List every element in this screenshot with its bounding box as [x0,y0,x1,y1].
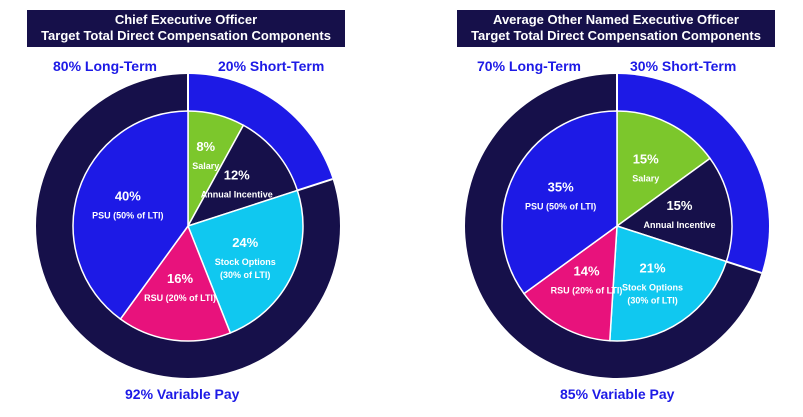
neo-chart-title: Average Other Named Executive Officer Ta… [457,10,775,47]
neo-slice-pct-psu: 35% [548,179,574,194]
ceo-ring-divider-1 [297,178,333,192]
neo-slice-label-psu: 35% PSU (50% of LTI) [525,179,596,211]
neo-slice-label-stock-options: 21% Stock Options (30% of LTI) [622,260,683,305]
ceo-slice-name-salary: Salary [192,161,219,171]
ceo-slice-annual-incentive [186,124,299,228]
neo-title-line1: Average Other Named Executive Officer [493,12,739,27]
neo-donut-chart: 15% Salary 15% Annual Incentive 21% Stock Opt… [465,74,769,378]
neo-slice-name-salary: Salary [632,174,659,184]
neo-slice-rsu [522,224,618,342]
ceo-slice-rsu [119,224,232,342]
neo-slice-label-rsu: 14% RSU (20% of LTI) [551,263,623,295]
neo-ring-divider-1 [726,260,762,274]
ceo-title-line1: Chief Executive Officer [114,12,258,27]
ceo-chart-title: Chief Executive Officer Target Total Dir… [27,10,345,47]
ceo-slice-name-annual-incentive: Annual Incentive [201,190,273,200]
neo-slice-pct-rsu: 14% [574,263,600,278]
neo-slice-name-stock-options-1: (30% of LTI) [627,295,677,305]
ceo-slice-pct-psu: 40% [115,188,141,203]
ceo-long-term-label: 80% Long-Term [53,58,157,74]
neo-long-term-label: 70% Long-Term [477,58,581,74]
neo-slice-name-psu: PSU (50% of LTI) [525,201,596,211]
ceo-slice-pct-salary: 8% [196,139,215,154]
neo-short-term-label: 30% Short-Term [630,58,737,74]
neo-variable-pay-label: 85% Variable Pay [560,386,675,402]
ceo-donut-chart: 8% Salary 12% Annual Incentive 24% Stock Opti… [36,74,341,378]
ceo-chart-panel: 8% Salary 12% Annual Incentive 24% Stock Opti… [0,0,390,417]
neo-slice-name-annual-incentive: Annual Incentive [643,220,715,230]
ceo-slice-name-psu: PSU (50% of LTI) [92,210,163,220]
neo-slice-annual-incentive [615,157,733,263]
ceo-slice-pct-stock-options: 24% [232,235,258,250]
ceo-slice-label-annual-incentive: 12% Annual Incentive [201,168,273,200]
neo-slice-name-rsu: RSU (20% of LTI) [551,285,623,295]
ceo-short-term-label: 20% Short-Term [218,58,325,74]
neo-title-line2: Target Total Direct Compensation Compone… [471,28,761,43]
ceo-slice-label-rsu: 16% RSU (20% of LTI) [144,271,216,303]
neo-slice-pct-stock-options: 21% [640,260,666,275]
neo-chart-panel: 15% Salary 15% Annual Incentive 21% Stock Opt… [415,0,803,417]
ceo-variable-pay-label: 92% Variable Pay [125,386,240,402]
neo-slice-label-salary: 15% Salary [632,152,659,184]
ceo-slice-label-psu: 40% PSU (50% of LTI) [92,188,163,220]
neo-slice-salary [616,110,712,228]
neo-slice-name-stock-options: Stock Options [622,282,683,292]
ceo-slice-pct-annual-incentive: 12% [224,168,250,183]
ceo-slice-name-stock-options: Stock Options [215,257,276,267]
ceo-slice-name-stock-options-1: (30% of LTI) [220,270,270,280]
ceo-slice-label-stock-options: 24% Stock Options (30% of LTI) [215,235,276,280]
ceo-slice-psu [72,110,189,321]
neo-slice-psu [501,110,618,295]
ceo-title-line2: Target Total Direct Compensation Compone… [41,28,331,43]
neo-slice-label-annual-incentive: 15% Annual Incentive [643,198,715,230]
ceo-slice-pct-rsu: 16% [167,271,193,286]
ceo-slice-label-salary: 8% Salary [192,139,219,171]
neo-slice-pct-annual-incentive: 15% [666,198,692,213]
ceo-slice-name-rsu: RSU (20% of LTI) [144,293,216,303]
neo-slice-pct-salary: 15% [633,152,659,167]
neo-slice-stock-options [608,224,728,342]
